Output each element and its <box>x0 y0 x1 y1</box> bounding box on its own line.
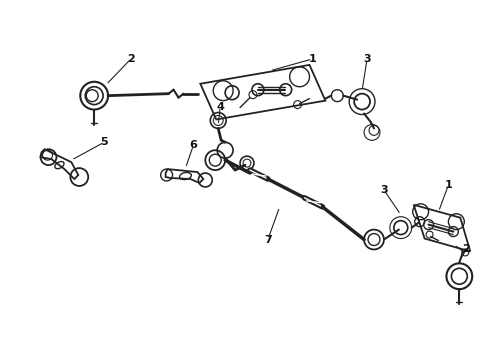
Text: 1: 1 <box>309 54 317 64</box>
Text: 2: 2 <box>127 54 135 64</box>
Text: 6: 6 <box>190 140 197 150</box>
Text: 3: 3 <box>363 54 371 64</box>
Text: 5: 5 <box>100 137 108 147</box>
Text: 3: 3 <box>380 185 388 195</box>
Text: 4: 4 <box>216 102 224 112</box>
Text: 2: 2 <box>463 244 470 255</box>
Text: 7: 7 <box>264 234 271 244</box>
Text: 1: 1 <box>444 180 452 190</box>
